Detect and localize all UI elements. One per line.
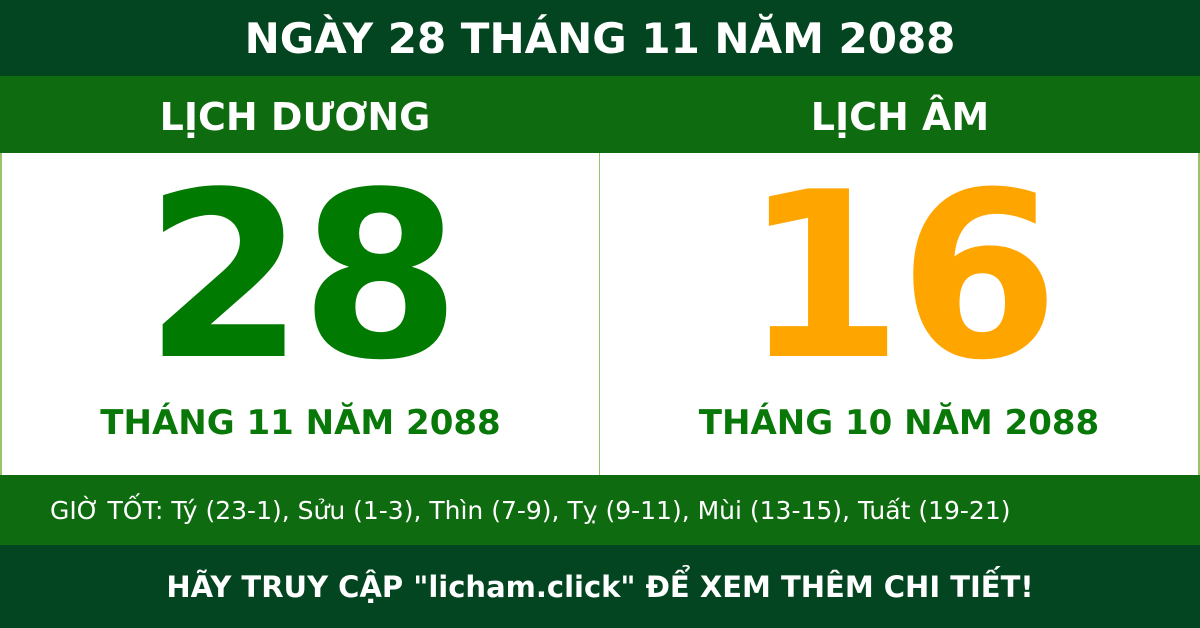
lunar-calendar-label: LỊCH ÂM (810, 94, 990, 139)
lunar-column: 16 THÁNG 10 NĂM 2088 (600, 153, 1198, 475)
calendar-body: 28 THÁNG 11 NĂM 2088 16 THÁNG 10 NĂM 208… (0, 153, 1200, 475)
good-hours: GIỜ TỐT: Tý (23-1), Sửu (1-3), Thìn (7-9… (0, 475, 1200, 545)
solar-month-year: THÁNG 11 NĂM 2088 (100, 403, 501, 443)
solar-day: 28 (144, 144, 460, 411)
page-title: NGÀY 28 THÁNG 11 NĂM 2088 (0, 0, 1200, 76)
footer-cta: HÃY TRUY CẬP "licham.click" ĐỂ XEM THÊM … (0, 545, 1200, 628)
lunar-day: 16 (742, 144, 1059, 411)
lunar-month-year: THÁNG 10 NĂM 2088 (698, 403, 1100, 443)
solar-column: 28 THÁNG 11 NĂM 2088 (2, 153, 600, 475)
calendar-headers: LỊCH DƯƠNG LỊCH ÂM (0, 76, 1200, 153)
solar-calendar-label: LỊCH DƯƠNG (159, 94, 431, 139)
